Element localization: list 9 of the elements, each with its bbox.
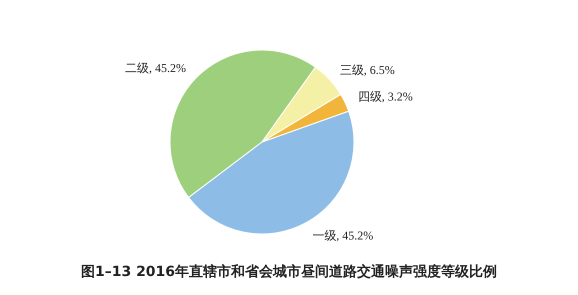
data-label: , 45.2% — [149, 61, 186, 76]
data-label: , 3.2% — [382, 90, 413, 104]
data-label: , 45.2% — [336, 228, 374, 242]
slice-label: 二级 — [125, 61, 150, 76]
text: 图1–13 2016年直辖市和省会城市昼间道路交通噪声强度等级比例 — [80, 263, 498, 280]
slice-label: 四级 — [358, 90, 382, 104]
slice-label: 三级 — [340, 62, 364, 77]
data-label: , 6.5% — [364, 62, 395, 77]
slice-label: 一级 — [312, 228, 336, 242]
